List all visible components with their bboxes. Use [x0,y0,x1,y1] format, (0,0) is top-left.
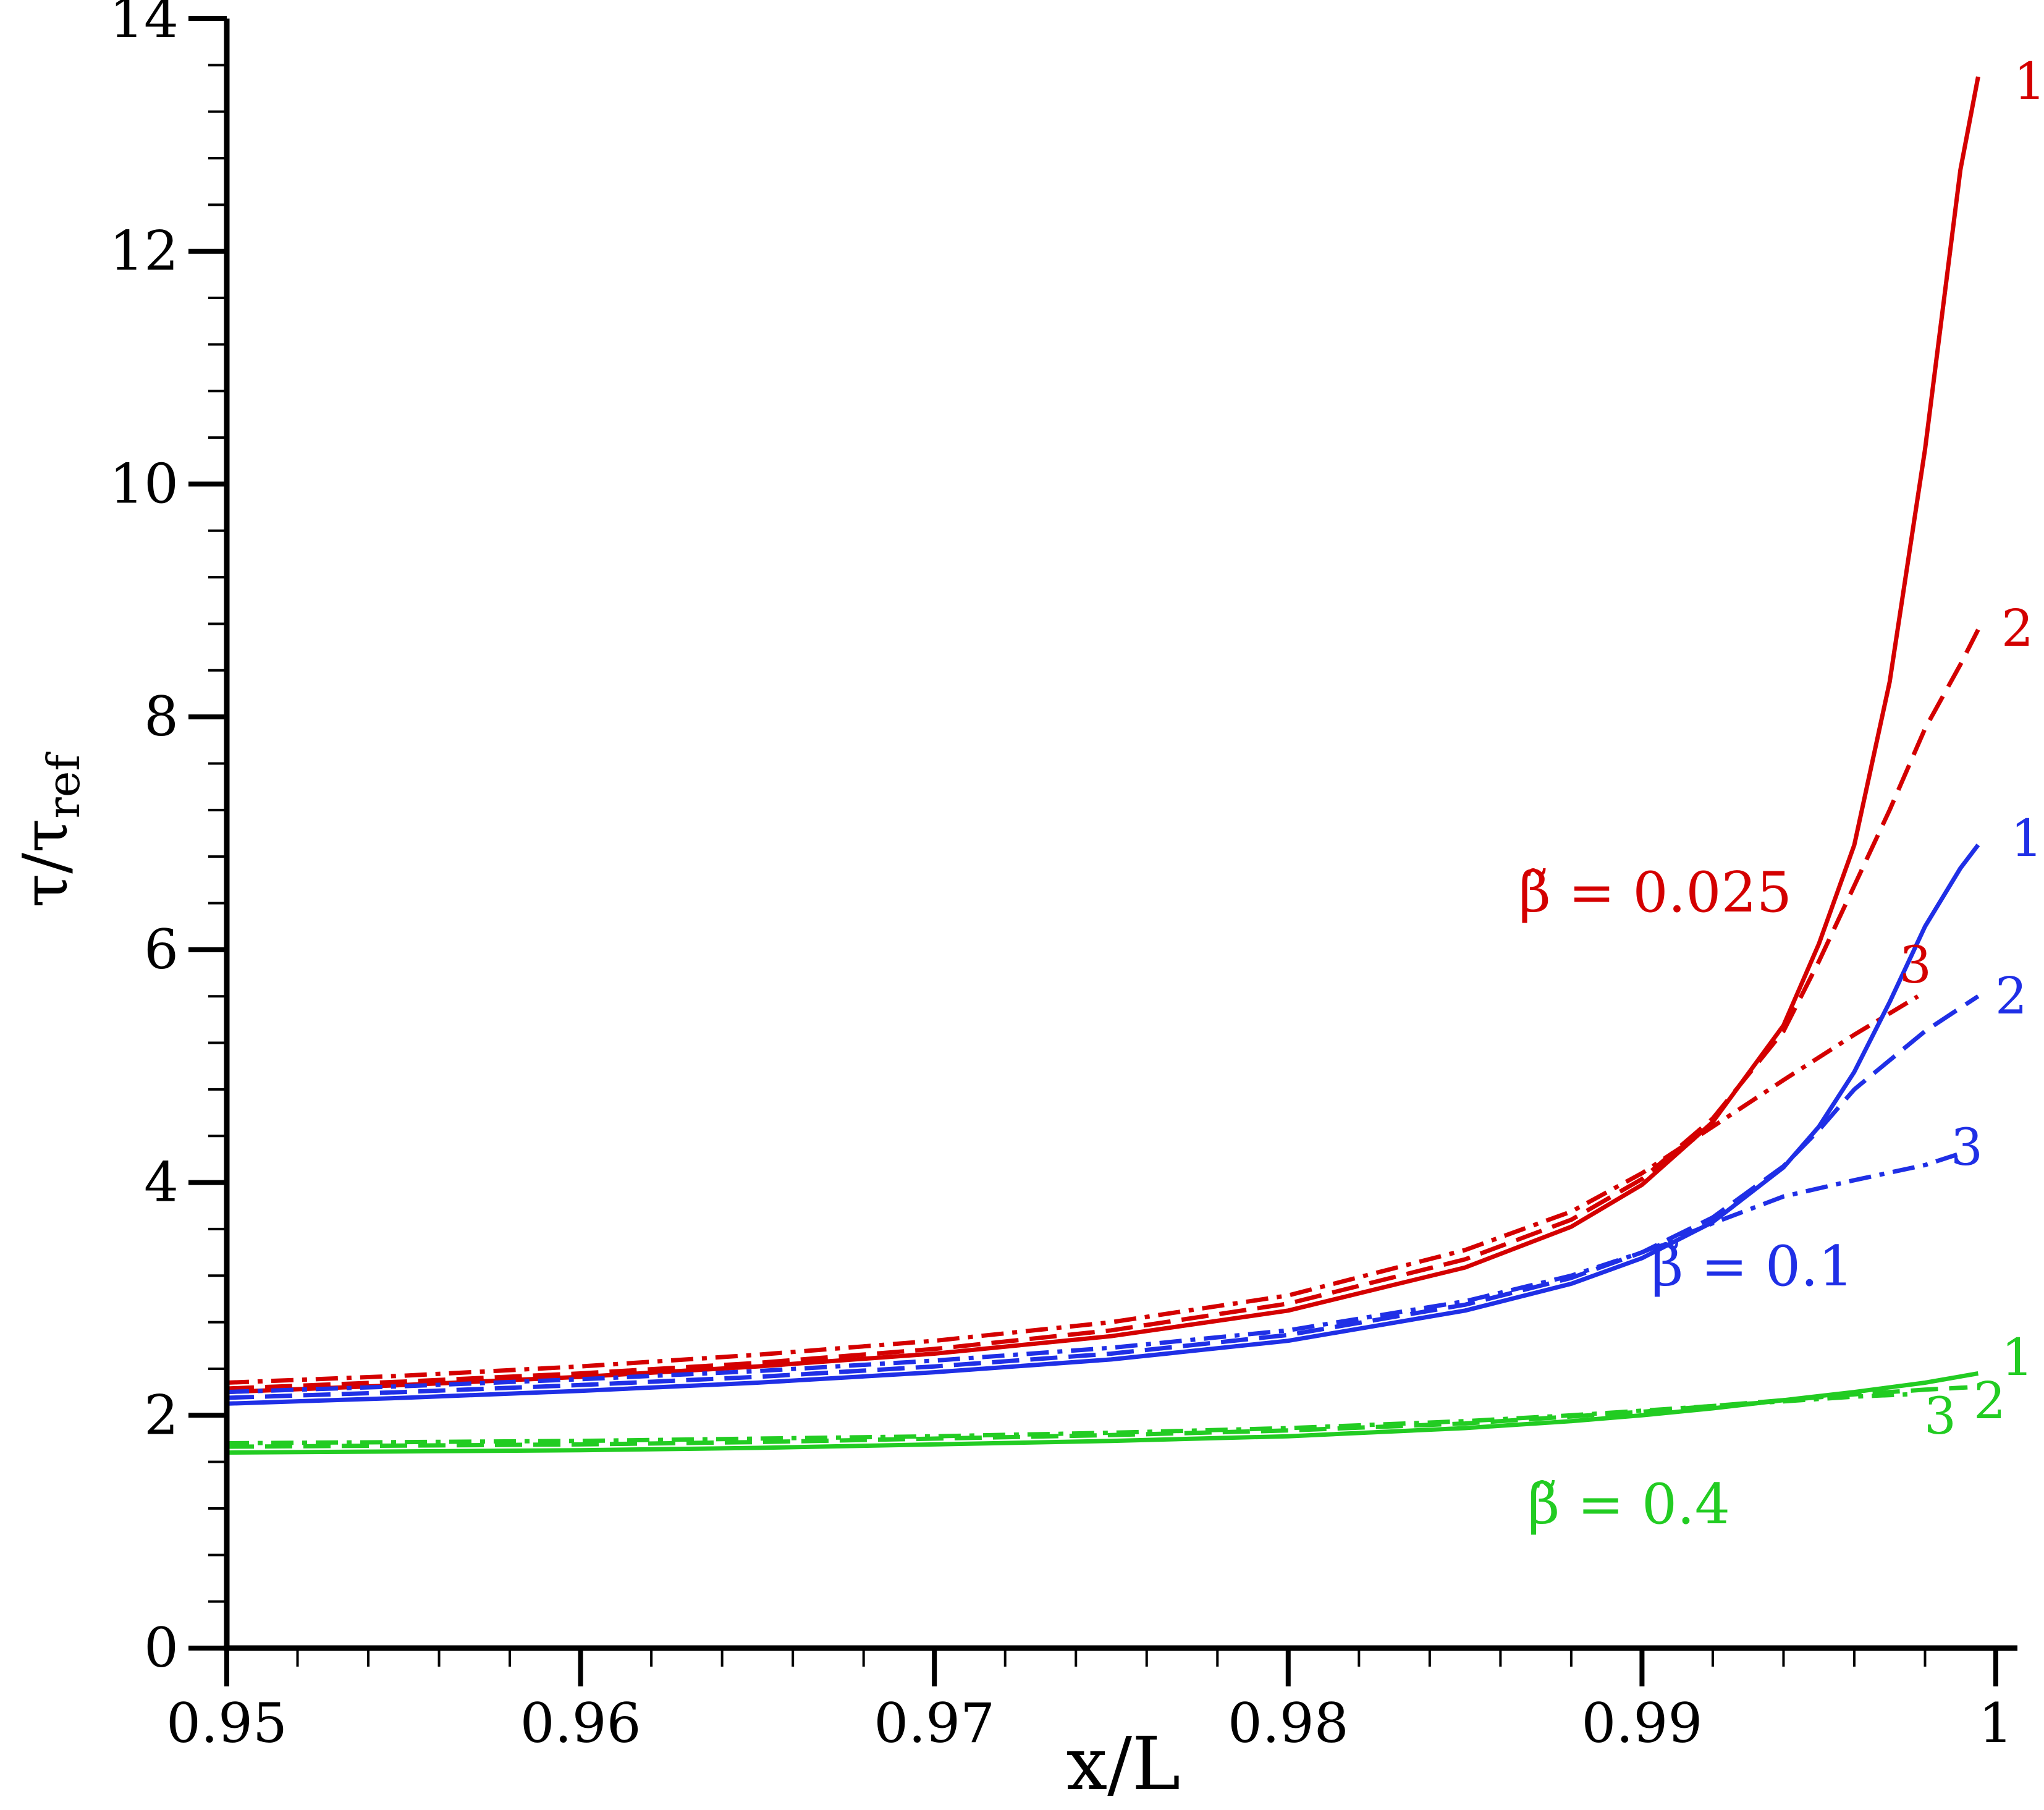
y-axis-title: τ/τref [9,752,90,908]
y-tick-label: 10 [109,452,179,515]
series-line-1-1 [226,76,1980,1395]
y-tick-label: 12 [109,219,179,283]
x-tick-label: 1 [1979,1691,2013,1755]
x-tick-label: 0.98 [1228,1691,1349,1755]
series-label: 1 [2011,810,2043,868]
series-line-3-1 [226,1371,1979,1455]
svg-text:τ/τref: τ/τref [9,752,90,908]
x-tick-label: 0.97 [874,1691,995,1755]
series-line-1-2 [226,628,1980,1391]
series-line-3-2 [226,1385,1968,1449]
y-tick-label: 6 [144,918,179,981]
y-tick-label: 0 [144,1616,179,1680]
y-axis-title-main: τ/τ [9,819,82,908]
group-label: β̃ = 0.025 [1519,860,1792,925]
series-label: 3 [1899,936,1932,995]
series-label: 2 [2001,599,2033,658]
series-label: 3 [1951,1119,1983,1177]
series-label: 2 [1995,967,2027,1026]
axes [224,19,2017,1651]
x-axis-title: x/L [1066,1721,1181,1806]
y-tick-label: 8 [144,685,179,748]
series-layer [226,76,1980,1455]
tick-layer [188,16,1998,1686]
series-line-2-1 [226,844,1980,1406]
y-tick-label: 2 [144,1383,179,1447]
y-tick-label: 4 [144,1151,179,1214]
y-axis-title-sub: ref [38,752,90,819]
x-tick-label: 0.96 [520,1691,641,1755]
group-label: β̃ = 0.4 [1527,1472,1730,1537]
series-label: 2 [1974,1372,2006,1431]
y-tick-label: 14 [109,0,179,50]
group-label: β̃ = 0.1 [1651,1234,1854,1299]
series-label: 1 [2001,1329,2033,1387]
x-tick-label: 0.95 [166,1691,287,1755]
minor-ticks [208,17,1997,1667]
x-tick-label: 0.99 [1581,1691,1702,1755]
series-line-1-3 [226,994,1919,1385]
series-label: 1 [2014,53,2044,111]
series-line-3-3 [226,1392,1908,1445]
series-line-2-3 [226,1151,1961,1395]
series-label: 3 [1924,1387,1956,1446]
